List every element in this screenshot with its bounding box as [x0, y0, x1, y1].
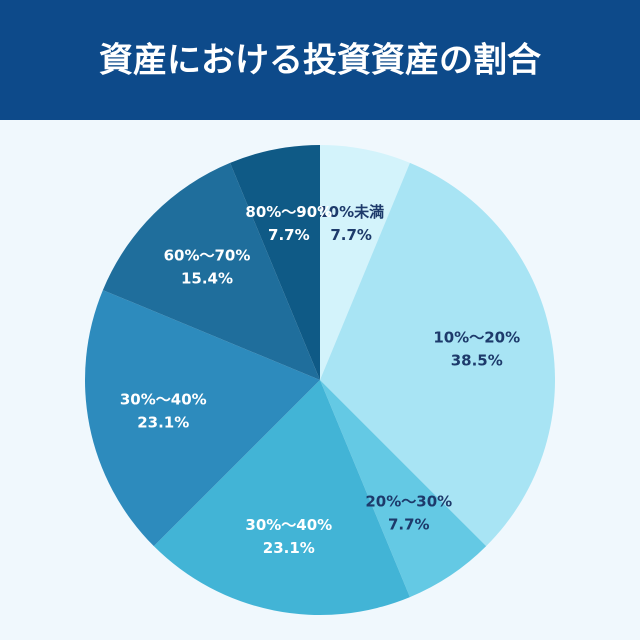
pie-slice [230, 145, 320, 380]
pie-slice [84, 290, 320, 547]
pie-slice [320, 162, 556, 547]
slice-value-label: 23.1% [263, 539, 315, 557]
slice-value-label: 7.7% [388, 515, 430, 533]
title-banner [0, 0, 640, 120]
pie-slice [320, 380, 487, 598]
pie-slice [153, 380, 410, 615]
chart-title: 資産における投資資産の割合 [99, 41, 541, 81]
slice-value-label: 7.7% [330, 226, 372, 244]
slice-value-label: 7.7% [268, 226, 310, 244]
slice-category: 80%〜90% [245, 203, 332, 221]
slice-category: 60%〜70% [164, 247, 251, 265]
slice-category: 10%〜20% [433, 328, 520, 346]
slice-category: 20%〜30% [365, 492, 452, 510]
slice-value-label: 23.1% [137, 414, 189, 432]
pie-slice [320, 145, 410, 380]
slice-category: 10%未満 [318, 203, 384, 221]
pie-slice [102, 162, 321, 380]
slice-value-label: 15.4% [181, 270, 233, 288]
slice-category: 30%〜40% [120, 391, 207, 409]
slice-value-label: 38.5% [451, 351, 503, 369]
slice-category: 30%〜40% [245, 516, 332, 534]
